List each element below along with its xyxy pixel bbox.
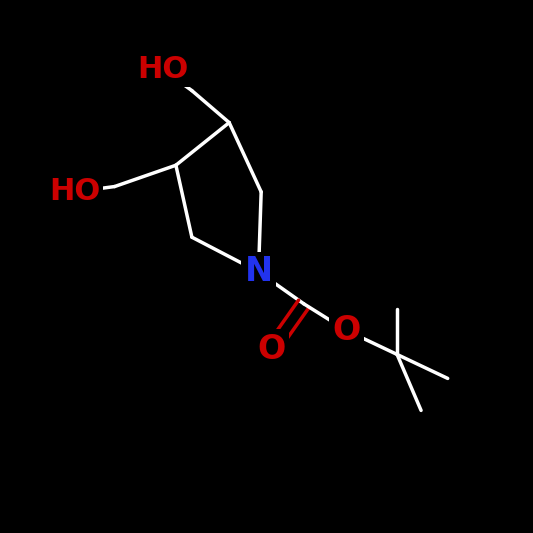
Text: O: O xyxy=(257,333,286,366)
Text: HO: HO xyxy=(137,55,188,84)
Text: HO: HO xyxy=(49,177,100,206)
Text: O: O xyxy=(332,314,361,347)
Text: O: O xyxy=(332,314,361,347)
Text: O: O xyxy=(257,333,286,366)
Text: N: N xyxy=(245,255,272,288)
Text: N: N xyxy=(245,255,272,288)
Text: HO: HO xyxy=(137,55,188,84)
Text: HO: HO xyxy=(49,177,100,206)
